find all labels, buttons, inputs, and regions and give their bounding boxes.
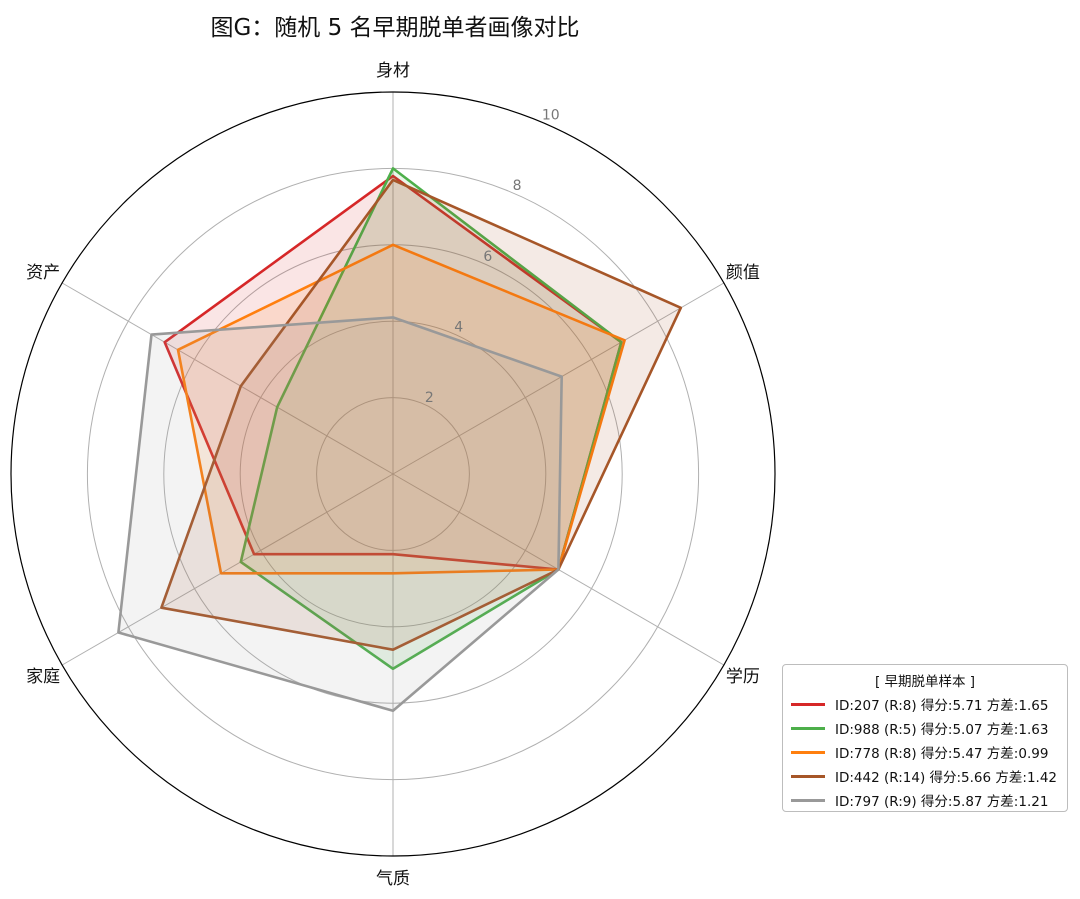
legend-label: ID:442 (R:14) 得分:5.66 方差:1.42 — [835, 770, 1058, 786]
legend-label: ID:207 (R:8) 得分:5.71 方差:1.65 — [835, 698, 1049, 714]
legend-item: ID:442 (R:14) 得分:5.66 方差:1.42 — [791, 764, 1059, 788]
legend-item: ID:797 (R:9) 得分:5.87 方差:1.21 — [791, 788, 1059, 812]
r-tick-label: 8 — [513, 178, 522, 194]
series-line — [117, 316, 564, 713]
series-fill — [118, 317, 562, 711]
axis-label: 资产 — [26, 263, 60, 283]
series-line — [160, 178, 683, 652]
grid-circle — [316, 397, 470, 551]
axis-label: 身材 — [376, 61, 410, 81]
legend-swatch — [791, 702, 825, 706]
legend-swatch — [791, 774, 825, 778]
axis-label: 学历 — [726, 667, 760, 687]
legend: [ 早期脱单样本 ] ID:207 (R:8) 得分:5.71 方差:1.65 I… — [782, 664, 1068, 812]
axis-label: 颜值 — [726, 263, 760, 283]
series-fill — [164, 176, 622, 570]
legend-items: ID:207 (R:8) 得分:5.71 方差:1.65 ID:988 (R:5)… — [791, 692, 1059, 812]
r-tick-label: 4 — [454, 319, 463, 335]
legend-title: [ 早期脱单样本 ] — [874, 674, 976, 690]
series-fill — [178, 244, 625, 574]
legend-label: ID:778 (R:8) 得分:5.47 方差:0.99 — [835, 746, 1049, 762]
legend-item: ID:988 (R:5) 得分:5.07 方差:1.63 — [791, 716, 1059, 740]
series-fill — [161, 179, 681, 650]
series-line — [176, 243, 626, 575]
axis-label: 气质 — [376, 869, 410, 889]
series-fill — [240, 168, 622, 669]
outer-frame — [10, 91, 776, 857]
axis-label: 家庭 — [26, 667, 60, 687]
chart-title: 图G：随机 5 名早期脱单者画像对比 — [210, 15, 580, 41]
legend-label: ID:988 (R:5) 得分:5.07 方差:1.63 — [835, 722, 1049, 738]
series-line — [239, 167, 623, 671]
grid-circle — [239, 320, 547, 628]
spoke-line — [392, 282, 725, 475]
legend-swatch — [791, 726, 825, 730]
legend-item: ID:778 (R:8) 得分:5.47 方差:0.99 — [791, 740, 1059, 764]
legend-swatch — [791, 750, 825, 754]
legend-label: ID:797 (R:9) 得分:5.87 方差:1.21 — [835, 794, 1049, 810]
r-tick-label: 6 — [483, 249, 492, 265]
r-tick-label: 10 — [542, 108, 560, 124]
r-tick-label: 2 — [425, 390, 434, 406]
spoke-line — [61, 282, 394, 475]
legend-swatch — [791, 798, 825, 802]
legend-item: ID:207 (R:8) 得分:5.71 方差:1.65 — [791, 692, 1059, 716]
